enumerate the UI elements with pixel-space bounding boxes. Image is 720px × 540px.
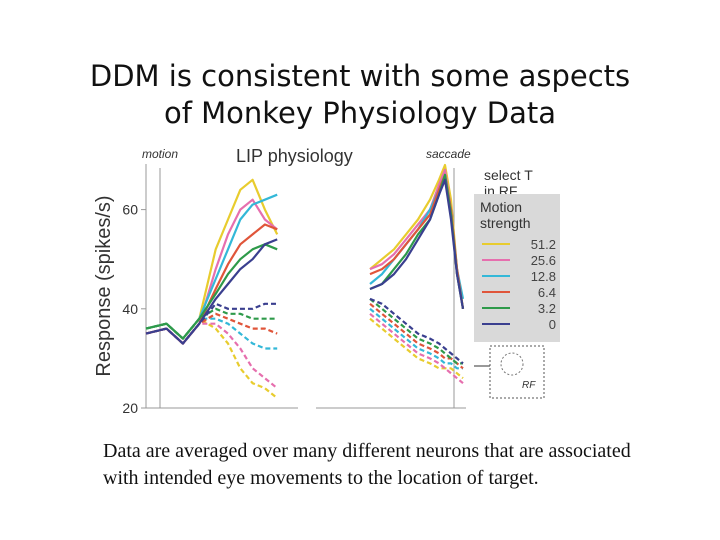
series-line-in-right-25.6 <box>369 168 465 309</box>
lip-physiology-figure: 20 40 60 Response (spikes/s) motion LIP physi… <box>93 146 560 415</box>
panel-label-motion: motion <box>142 147 178 161</box>
y-tick-label: 60 <box>122 202 138 218</box>
y-axis-label: Response (spikes/s) <box>93 195 115 376</box>
slide-title-line-1: DDM is consistent with some aspects <box>89 59 631 93</box>
series-line-out-right-25.6 <box>369 312 464 385</box>
series-line-out-right-3.2 <box>369 298 463 365</box>
legend-label-12.8: 12.8 <box>531 269 556 284</box>
chart-series <box>145 163 465 399</box>
legend-label-6.4: 6.4 <box>538 285 556 300</box>
schematic-out-rf-circle <box>500 352 524 376</box>
chart-title: LIP physiology <box>236 146 353 166</box>
slide-caption: Data are averaged over many different ne… <box>103 440 631 489</box>
series-line-out-left-0 <box>145 302 278 345</box>
series-line-out-right-12.8 <box>369 307 463 370</box>
legend-label-51.2: 51.2 <box>531 237 556 252</box>
legend-label-0: 0 <box>549 317 556 332</box>
legend-label-3.2: 3.2 <box>538 301 556 316</box>
slide-title-line-2: of Monkey Physiology Data <box>163 96 557 130</box>
schematic-out-rf-label: RF <box>522 380 536 391</box>
series-line-out-right-51.2 <box>369 317 464 380</box>
chart-axes: 20 40 60 Response (spikes/s) motion LIP physi… <box>93 146 471 415</box>
series-line-out-left-3.2 <box>145 307 278 340</box>
annotation-in-rf: select T <box>484 167 533 183</box>
series-line-in-left-25.6 <box>145 198 278 345</box>
chart-extras: select Tin RFRFselect Tout of RFRFMotion… <box>474 167 560 399</box>
slide-title: DDM is consistent with some aspects of M… <box>0 58 720 132</box>
panel-label-saccade: saccade <box>426 147 471 161</box>
series-line-out-left-25.6 <box>145 322 278 390</box>
series-line-out-right-6.4 <box>369 302 464 370</box>
series-line-out-right-0 <box>369 297 464 365</box>
legend-title-line2: strength <box>480 215 531 231</box>
legend-box <box>474 194 560 342</box>
y-tick-label: 20 <box>122 400 138 415</box>
legend-label-25.6: 25.6 <box>531 253 556 268</box>
series-line-in-right-0 <box>369 178 465 309</box>
legend-title-line1: Motion <box>480 199 522 215</box>
y-tick-label: 40 <box>122 301 138 317</box>
series-line-out-left-51.2 <box>145 317 278 399</box>
